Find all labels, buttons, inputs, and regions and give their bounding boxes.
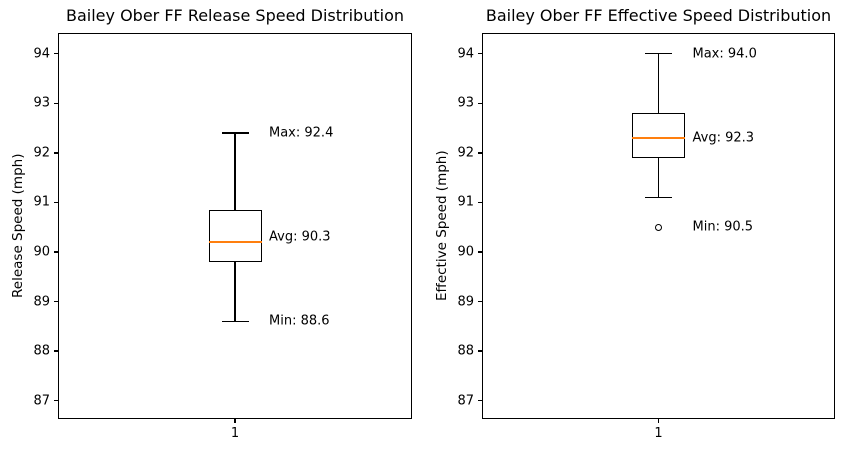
- y-tick-label: 93: [457, 95, 474, 111]
- y-tick-mark: [54, 201, 59, 204]
- iqr-box: [632, 113, 685, 158]
- median-line: [632, 137, 685, 140]
- upper-whisker-line: [657, 53, 660, 114]
- y-tick-mark: [54, 251, 59, 253]
- x-tick-mark: [657, 418, 660, 423]
- upper-whisker-cap: [645, 53, 672, 55]
- outlier-point: [655, 223, 662, 231]
- y-tick-label: 91: [457, 194, 474, 210]
- y-tick-mark: [54, 102, 59, 104]
- y-tick-label: 90: [457, 244, 474, 260]
- release-speed-plot: Bailey Ober FF Release Speed Distributio…: [0, 0, 422, 451]
- stat-annotation: Avg: 90.3: [269, 229, 331, 245]
- lower-whisker-line: [657, 157, 660, 198]
- lower-whisker-cap: [645, 196, 672, 199]
- y-tick-mark: [478, 350, 483, 352]
- y-tick-mark: [54, 400, 59, 402]
- y-tick-label: 89: [33, 294, 50, 310]
- y-tick-mark: [478, 300, 483, 303]
- y-tick-label: 94: [33, 46, 50, 62]
- y-tick-mark: [478, 400, 483, 402]
- effective-speed-axes: Bailey Ober FF Effective Speed Distribut…: [434, 6, 835, 441]
- y-tick-mark: [478, 251, 483, 253]
- median-line: [208, 241, 262, 244]
- upper-whisker-line: [234, 133, 236, 210]
- y-tick-label: 88: [33, 343, 50, 359]
- y-tick-mark: [54, 152, 59, 154]
- release-speed-axes: Bailey Ober FF Release Speed Distributio…: [10, 6, 412, 441]
- stat-annotation: Min: 90.5: [692, 219, 754, 235]
- y-tick-label: 94: [457, 46, 474, 62]
- effective-speed-plot: Bailey Ober FF Effective Speed Distribut…: [422, 0, 845, 451]
- y-tick-mark: [54, 53, 59, 55]
- y-tick-label: 87: [33, 393, 50, 409]
- y-tick-label: 92: [457, 145, 474, 161]
- y-tick-mark: [54, 300, 59, 303]
- lower-whisker-cap: [221, 320, 249, 323]
- y-tick-label: 88: [457, 343, 474, 359]
- y-tick-mark: [478, 53, 483, 55]
- lower-whisker-line: [234, 261, 236, 322]
- x-tick-label: 1: [230, 426, 240, 441]
- y-tick-mark: [478, 201, 483, 204]
- y-tick-mark: [478, 152, 483, 154]
- y-tick-mark: [478, 102, 483, 104]
- stat-annotation: Min: 88.6: [269, 313, 330, 329]
- stat-annotation: Max: 92.4: [269, 125, 334, 141]
- y-tick-label: 92: [33, 145, 50, 161]
- y-axis-label: Effective Speed (mph): [434, 150, 450, 302]
- y-tick-label: 89: [457, 294, 474, 310]
- y-tick-label: 87: [457, 393, 474, 409]
- plot-title: Bailey Ober FF Release Speed Distributio…: [65, 6, 405, 25]
- upper-whisker-cap: [221, 132, 249, 134]
- stat-annotation: Max: 94.0: [692, 46, 757, 62]
- x-tick-mark: [234, 418, 236, 423]
- y-tick-label: 91: [33, 194, 50, 210]
- y-tick-label: 93: [33, 95, 50, 111]
- y-tick-mark: [54, 350, 59, 352]
- x-tick-label: 1: [654, 426, 663, 441]
- y-tick-label: 90: [33, 244, 50, 260]
- y-axis-label: Release Speed (mph): [10, 153, 26, 299]
- plot-title: Bailey Ober FF Effective Speed Distribut…: [485, 6, 832, 25]
- stat-annotation: Avg: 92.3: [692, 130, 755, 146]
- iqr-box: [208, 209, 262, 262]
